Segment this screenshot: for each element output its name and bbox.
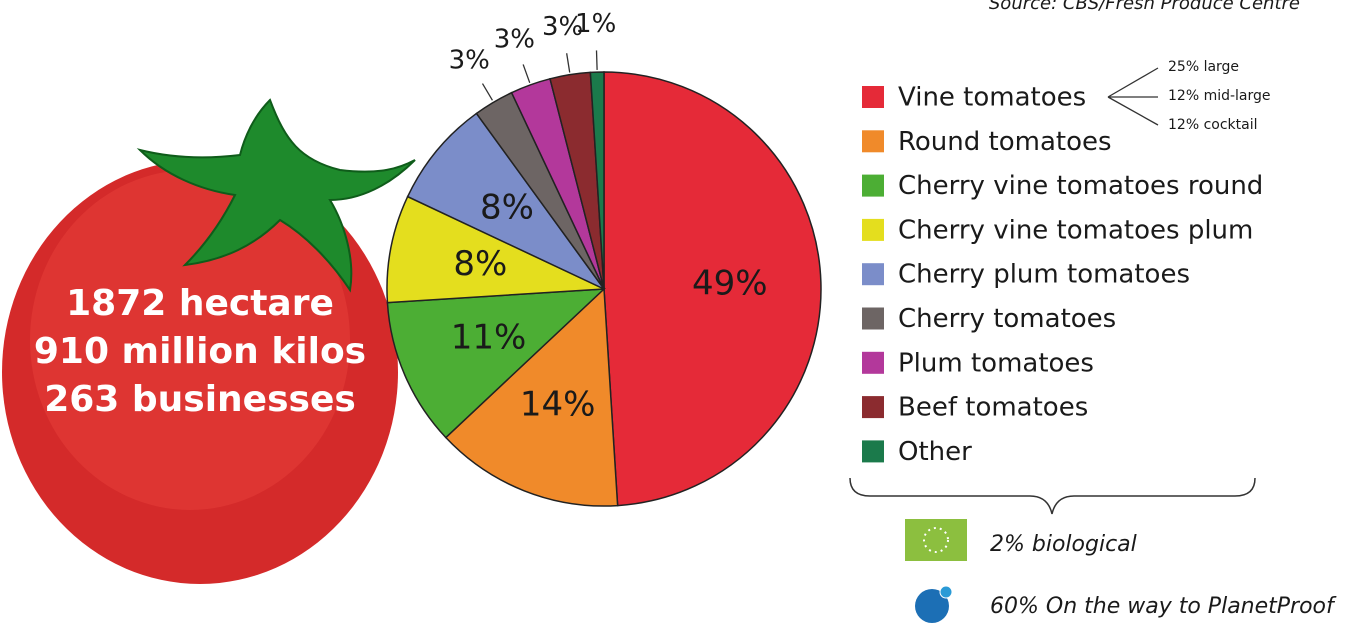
legend-swatch <box>862 307 884 330</box>
vine-note: 25% large <box>1168 59 1239 75</box>
leader-line <box>481 83 493 101</box>
legend-swatch <box>862 86 884 108</box>
legend-label: Cherry tomatoes <box>898 304 1116 334</box>
pie-slice <box>444 287 619 507</box>
certification: 60% On the way to PlanetProof <box>990 594 1337 619</box>
legend-label: Plum tomatoes <box>898 348 1094 378</box>
legend-label: Cherry plum tomatoes <box>898 260 1190 290</box>
pie-slice <box>406 112 605 290</box>
legend-swatch <box>862 440 884 463</box>
legend-label: Cherry vine tomatoes round <box>898 171 1263 201</box>
pie-slice <box>386 195 605 304</box>
stat: 1872 hectare <box>66 283 334 324</box>
leader-line <box>522 64 531 84</box>
slice-label: 3% <box>494 24 535 54</box>
stat: 263 businesses <box>44 379 356 420</box>
slice-label: 3% <box>542 12 583 42</box>
slice-label: 8% <box>453 244 507 284</box>
legend-label: Other <box>898 437 972 467</box>
leader-line <box>566 53 571 73</box>
legend-swatch <box>862 263 884 286</box>
slice-label: 3% <box>449 46 490 76</box>
slice-label: 14% <box>520 385 596 425</box>
slice-label: 11% <box>451 317 527 357</box>
legend-swatch <box>862 130 884 153</box>
certification: 2% biological <box>990 532 1137 557</box>
slice-label: 8% <box>480 187 534 227</box>
leader-line <box>595 50 598 70</box>
pie-slice <box>386 288 607 439</box>
pie-slice <box>603 71 822 507</box>
eu-organic-logo <box>905 519 967 561</box>
legend-swatch <box>862 351 884 374</box>
planetproof-logo <box>915 585 953 623</box>
stat: 910 million kilos <box>34 331 366 372</box>
legend-label: Vine tomatoes <box>898 83 1086 113</box>
vine-note: 12% cocktail <box>1168 117 1257 133</box>
legend-label: Beef tomatoes <box>898 393 1088 423</box>
source: Source: CBS/Fresh Produce Centre <box>989 0 1300 14</box>
legend-swatch <box>862 396 884 419</box>
pie-slice <box>589 71 605 290</box>
tomato-illustration <box>2 98 416 584</box>
legend-label: Cherry vine tomatoes plum <box>898 215 1253 245</box>
vine-connector <box>1107 67 1159 126</box>
slice-label: 1% <box>575 9 616 39</box>
vine-note: 12% mid-large <box>1168 88 1271 104</box>
legend-brace <box>849 477 1256 515</box>
legend-label: Round tomatoes <box>898 127 1112 157</box>
legend-swatch <box>862 174 884 197</box>
legend-swatch <box>862 218 884 241</box>
slice-label: 49% <box>692 264 768 304</box>
